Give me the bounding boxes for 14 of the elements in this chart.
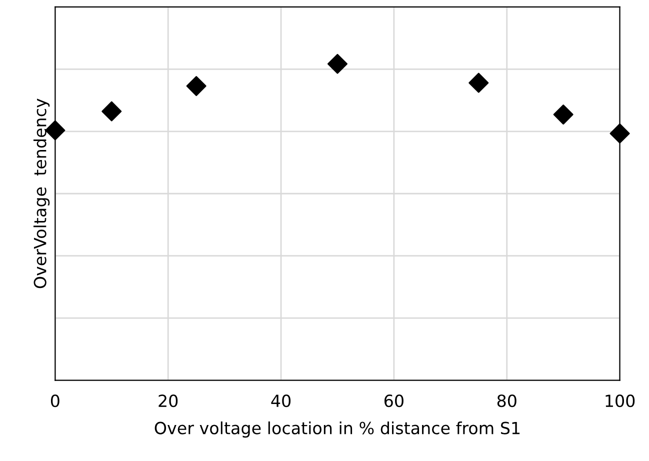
point bbox=[610, 123, 630, 144]
x-tick-label: 80 bbox=[497, 394, 516, 408]
y-axis-title: OverVoltage tendency bbox=[33, 98, 50, 288]
x-tick-label: 0 bbox=[50, 394, 60, 408]
point bbox=[102, 101, 122, 122]
point bbox=[327, 54, 348, 74]
point bbox=[553, 104, 574, 125]
x-tick-label: 60 bbox=[384, 394, 404, 408]
point bbox=[186, 76, 206, 96]
point bbox=[468, 72, 489, 93]
x-tick-label: 100 bbox=[606, 394, 635, 408]
x-tick-label: 20 bbox=[158, 394, 178, 408]
x-tick-label: 40 bbox=[271, 394, 291, 408]
x-axis-title: Over voltage location in % distance from S1 bbox=[154, 421, 520, 438]
